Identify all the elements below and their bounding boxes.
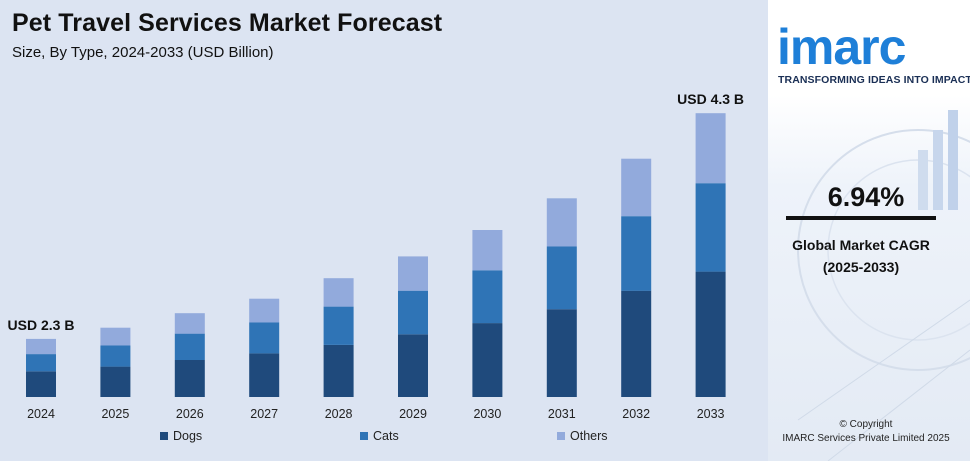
copyright-line2: IMARC Services Private Limited 2025 [782,433,950,444]
bar-cats-2025 [100,345,131,367]
bar-cats-2026 [174,333,205,360]
copyright-line1: © Copyright [839,419,893,430]
cagr-label: Global Market CAGR (2025-2033) [768,234,954,278]
legend-item-cats: Cats [360,429,399,443]
info-panel: imarc TRANSFORMING IDEAS INTO IMPACT 6.9… [768,0,970,461]
bar-cats-2030 [472,270,503,324]
x-tick-label-2024: 2024 [27,407,55,421]
bar-dogs-2033 [695,271,726,397]
annotations-group: USD 2.3 B USD 4.3 B [8,91,745,333]
legend-swatch-dogs [160,432,168,440]
bar-others-2032 [621,158,652,217]
cagr-label-line2: (2025-2033) [822,259,900,275]
cagr-value: 6.94% [827,182,905,212]
bar-cats-2032 [621,216,652,291]
x-tick-label-2032: 2032 [622,407,650,421]
bar-others-2027 [249,298,280,323]
x-axis-labels: 2024 2025 2026 2027 2028 2029 2030 2031 2032 2033 [27,407,724,421]
bar-cats-2027 [249,322,280,354]
bar-cats-2028 [323,306,354,345]
x-tick-label-2026: 2026 [176,407,204,421]
bar-others-2030 [472,230,503,271]
imarc-logo: imarc [777,19,906,75]
bar-others-2031 [546,198,577,247]
bar-dogs-2025 [100,366,131,397]
x-tick-label-2027: 2027 [250,407,278,421]
chart-panel: Pet Travel Services Market Forecast Size… [0,0,768,461]
bar-others-2025 [100,327,131,346]
x-tick-label-2031: 2031 [548,407,576,421]
x-tick-label-2033: 2033 [697,407,725,421]
stacked-bar-chart: 2024 2025 2026 2027 2028 2029 2030 2031 2032 2033… [8,91,745,421]
bar-dogs-2029 [398,334,428,397]
bar-cats-2024 [26,354,56,372]
x-tick-label-2028: 2028 [325,407,353,421]
bar-others-2026 [174,313,205,334]
bars-group [26,113,726,397]
chart-title: Pet Travel Services Market Forecast [12,9,443,37]
bar-dogs-2027 [249,353,280,397]
bar-cats-2033 [695,183,726,272]
bar-others-2028 [323,278,354,307]
legend-item-dogs: Dogs [160,429,202,443]
x-tick-label-2025: 2025 [101,407,129,421]
legend-label-others: Others [570,429,608,443]
bar-dogs-2031 [546,309,577,397]
bar-dogs-2030 [472,323,503,397]
legend-swatch-others [557,432,565,440]
bar-cats-2031 [546,246,577,310]
background-decoration [768,95,970,461]
bar-dogs-2028 [323,344,354,397]
legend-label-dogs: Dogs [173,429,203,443]
x-tick-label-2029: 2029 [399,407,427,421]
x-tick-label-2030: 2030 [473,407,501,421]
chart-subtitle: Size, By Type, 2024-2033 (USD Billion) [12,44,274,61]
copyright: © Copyright IMARC Services Private Limit… [768,418,964,446]
brand-tagline: TRANSFORMING IDEAS INTO IMPACT [778,74,970,86]
legend-item-others: Others [557,429,608,443]
total-label-2024: USD 2.3 B [8,317,75,333]
bar-cats-2029 [398,290,428,335]
bar-others-2024 [26,338,56,355]
cagr-divider [786,216,936,220]
bar-dogs-2032 [621,290,652,397]
cagr-label-line1: Global Market CAGR [792,237,930,253]
bar-others-2029 [398,256,428,291]
bar-dogs-2026 [174,360,205,397]
legend-label-cats: Cats [373,429,399,443]
bar-others-2033 [695,113,726,184]
total-label-2033: USD 4.3 B [677,91,744,107]
legend-swatch-cats [360,432,368,440]
bar-dogs-2024 [26,371,56,397]
